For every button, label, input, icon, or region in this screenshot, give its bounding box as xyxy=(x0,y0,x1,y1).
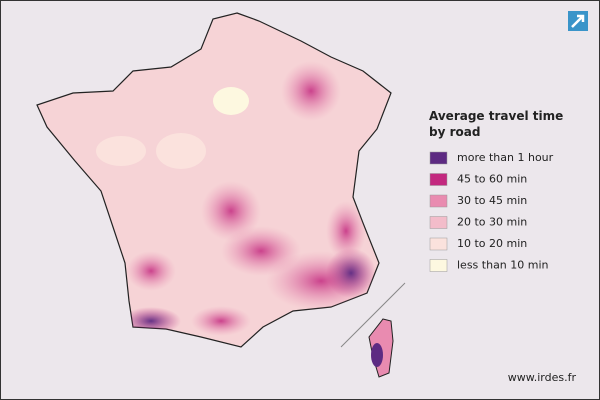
legend-label: 20 to 30 min xyxy=(457,216,527,229)
legend-title: by road xyxy=(429,125,480,139)
legend-label: 10 to 20 min xyxy=(457,237,527,250)
legend-title: Average travel time xyxy=(429,109,563,123)
legend-swatch xyxy=(429,216,448,229)
legend-label: less than 10 min xyxy=(457,259,549,272)
legend-label: 30 to 45 min xyxy=(457,194,527,207)
share-icon[interactable] xyxy=(568,11,588,31)
legend: Average travel time by road more than 1 ho… xyxy=(429,109,563,272)
legend-swatch xyxy=(429,151,448,165)
legend-swatch xyxy=(429,194,448,208)
legend-label: more than 1 hour xyxy=(457,151,554,164)
footer: www.irdes.fr xyxy=(508,371,577,384)
legend-label: 45 to 60 min xyxy=(457,173,527,186)
legend-swatch xyxy=(429,237,448,251)
legend-swatch xyxy=(429,259,448,272)
france-map xyxy=(36,12,406,378)
legend-swatch xyxy=(429,173,448,186)
